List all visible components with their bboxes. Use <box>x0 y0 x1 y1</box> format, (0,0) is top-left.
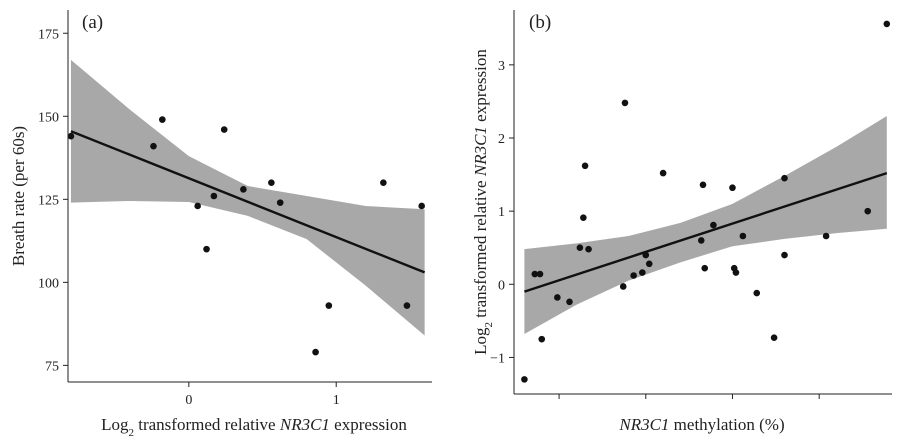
data-point <box>67 132 75 140</box>
y-axis-title-b-mid: transformed relative <box>471 176 490 322</box>
y-tick-label: 100 <box>38 276 59 291</box>
x-axis-title-a-log: Log <box>101 415 129 434</box>
y-axis-title-b: Log2 transformed relative NR3C1 expressi… <box>471 49 495 355</box>
x-ticks-b <box>558 394 820 399</box>
y-tick-label: 75 <box>45 359 59 374</box>
data-point <box>220 126 228 133</box>
data-point <box>710 221 717 229</box>
x-axis-title-b: NR3C1 methylation (%) <box>618 415 784 434</box>
panel-label-b: (b) <box>529 12 551 33</box>
x-axis-title-a-mid: transformed relative <box>134 415 280 434</box>
data-point <box>403 302 411 309</box>
data-point <box>538 335 546 343</box>
data-point <box>276 199 284 206</box>
y-tick-label: 3 <box>498 59 505 74</box>
data-point <box>883 20 891 28</box>
x-axis-title-a-gene: NR3C1 <box>279 415 330 434</box>
data-points-a <box>67 116 425 356</box>
data-point <box>619 283 627 290</box>
data-point <box>531 270 539 278</box>
panel-label-a: (a) <box>82 12 103 33</box>
data-point <box>697 237 705 244</box>
data-point <box>822 232 830 240</box>
data-point <box>864 207 872 215</box>
x-axis-title-b-end: methylation (%) <box>669 415 784 434</box>
regression-line-a <box>70 130 426 274</box>
y-axis-title-b-end: expression <box>471 49 490 126</box>
data-point <box>581 162 589 170</box>
data-point <box>576 244 584 252</box>
x-axis-title-b-gene: NR3C1 <box>618 415 669 434</box>
y-tick-label: 2 <box>498 132 505 147</box>
data-point <box>781 174 788 182</box>
confidence-band-polygon <box>70 59 425 336</box>
data-point <box>659 169 667 177</box>
data-point <box>585 245 592 253</box>
y-tick-label: 125 <box>38 193 59 208</box>
data-point <box>203 245 210 253</box>
data-point <box>621 99 629 107</box>
x-axis-title-a-subscript: 2 <box>129 427 135 437</box>
data-point <box>701 264 709 272</box>
x-axis-title-a-end: expression <box>330 415 407 434</box>
regression-line-b <box>524 171 888 293</box>
y-ticks-a: 75 100 125 150 175 <box>38 27 68 374</box>
x-axis-title-a: Log2 transformed relative NR3C1 expressi… <box>101 415 407 437</box>
confidence-band-polygon <box>524 116 887 335</box>
data-point <box>210 192 218 200</box>
data-point <box>150 142 157 150</box>
y-tick-label: 1 <box>498 205 505 220</box>
data-point <box>642 251 650 259</box>
y-axis-title-b-gene: NR3C1 <box>471 126 490 177</box>
data-point <box>753 289 761 297</box>
data-point <box>159 116 166 123</box>
data-point <box>536 270 544 278</box>
data-point <box>521 376 528 383</box>
x-tick-label: 0 <box>185 393 192 408</box>
data-points-b <box>521 20 891 383</box>
y-ticks-b: −1 0 1 2 3 <box>490 59 514 366</box>
data-point <box>554 294 561 301</box>
regression-line <box>524 171 888 293</box>
data-point <box>194 202 201 210</box>
y-tick-label: −1 <box>490 351 505 366</box>
data-point <box>732 269 740 276</box>
confidence-band-a <box>70 59 425 336</box>
data-point <box>739 232 747 240</box>
data-point <box>380 179 387 187</box>
y-tick-label: 175 <box>38 27 59 42</box>
data-point <box>645 260 653 268</box>
data-point <box>729 184 736 192</box>
data-point <box>770 334 778 341</box>
data-point <box>240 186 247 193</box>
data-point <box>781 251 788 259</box>
data-point <box>268 179 275 187</box>
regression-line <box>70 130 426 274</box>
data-point <box>418 202 425 210</box>
y-tick-label: 0 <box>498 278 505 293</box>
data-point <box>639 269 646 276</box>
y-tick-label: 150 <box>38 110 59 125</box>
data-point <box>325 302 333 309</box>
data-point <box>312 348 319 356</box>
x-tick-label: 1 <box>333 393 340 408</box>
data-point <box>699 181 707 189</box>
data-point <box>566 298 573 306</box>
confidence-band-b <box>524 116 887 335</box>
data-point <box>630 272 637 279</box>
data-point <box>580 214 587 222</box>
y-axis-title-b-log: Log <box>471 327 490 355</box>
y-axis-title-a: Breath rate (per 60s) <box>9 126 28 266</box>
y-axis-title-b-subscript: 2 <box>483 322 495 328</box>
